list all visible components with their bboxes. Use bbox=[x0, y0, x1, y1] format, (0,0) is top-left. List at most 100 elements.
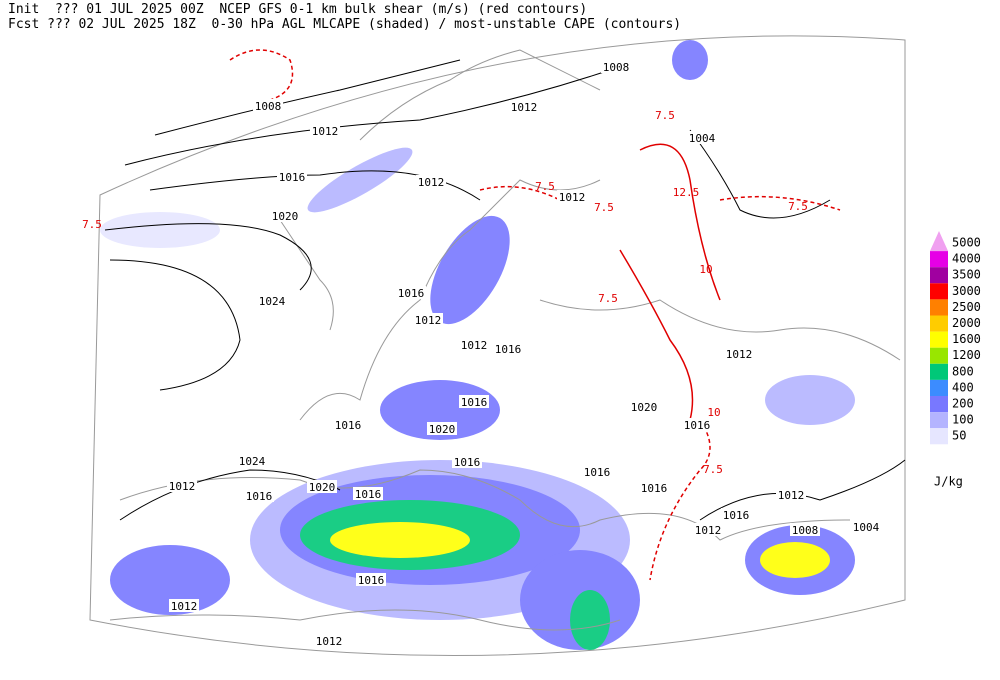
shear-label: 12.5 bbox=[673, 186, 700, 199]
isobar-label: 1024 bbox=[239, 455, 266, 468]
shear-label: 7.5 bbox=[703, 463, 723, 476]
isobar-label: 1020 bbox=[429, 423, 456, 436]
isobar-label: 1012 bbox=[461, 339, 488, 352]
isobar-label: 1016 bbox=[584, 466, 611, 479]
isobar-label: 1016 bbox=[461, 396, 488, 409]
legend-swatch bbox=[930, 331, 948, 348]
isobar-label-bg bbox=[307, 480, 337, 493]
isobar-label-bg bbox=[237, 454, 267, 467]
isobar-label: 1012 bbox=[726, 348, 753, 361]
legend-swatch bbox=[930, 396, 948, 413]
legend-swatch bbox=[930, 347, 948, 364]
isobar-label-bg bbox=[693, 523, 723, 536]
legend-swatch bbox=[930, 412, 948, 429]
isobar-label-bg bbox=[851, 520, 881, 533]
legend-label: 2000 bbox=[952, 316, 981, 330]
legend-swatch bbox=[930, 231, 948, 251]
legend-label: 3500 bbox=[952, 268, 981, 282]
isobar-label-bg bbox=[356, 573, 386, 586]
shear-contours bbox=[229, 49, 841, 581]
shear-label: 10 bbox=[707, 406, 720, 419]
isobar-label: 1012 bbox=[312, 125, 339, 138]
isobar-label: 1012 bbox=[559, 191, 586, 204]
isobar-label-bg bbox=[416, 175, 446, 188]
isobar-label: 1012 bbox=[778, 489, 805, 502]
isobar-label-bg bbox=[790, 523, 820, 536]
isobar-label-bg bbox=[270, 209, 300, 222]
isobar-label: 1012 bbox=[169, 480, 196, 493]
legend-label: 3000 bbox=[952, 284, 981, 298]
isobar-label: 1008 bbox=[792, 524, 819, 537]
isobar-label: 1004 bbox=[853, 521, 880, 534]
legend-label: 400 bbox=[952, 380, 974, 394]
isobar-label-bg bbox=[333, 418, 363, 431]
isobar-label-bg bbox=[721, 508, 751, 521]
shear-label: 7.5 bbox=[594, 201, 614, 214]
isobar-label-bg bbox=[459, 395, 489, 408]
isobar-label-bg bbox=[724, 347, 754, 360]
isobar-label-bg bbox=[452, 455, 482, 468]
isobar-label: 1020 bbox=[309, 481, 336, 494]
shear-label: 10 bbox=[699, 263, 712, 276]
isobar-label-bg bbox=[253, 99, 283, 112]
isobars bbox=[104, 59, 906, 521]
isobar-label-bg bbox=[314, 634, 344, 647]
legend-swatch bbox=[930, 379, 948, 396]
shear-label: 7.5 bbox=[535, 180, 555, 193]
legend-label: 1200 bbox=[952, 348, 981, 362]
legend-swatch bbox=[930, 299, 948, 316]
legend-label: 200 bbox=[952, 397, 974, 411]
isobar-label-bg bbox=[427, 422, 457, 435]
isobar-label: 1024 bbox=[259, 295, 286, 308]
isobar-label-bg bbox=[557, 190, 587, 203]
isobar-label: 1012 bbox=[511, 101, 538, 114]
isobar-label: 1008 bbox=[603, 61, 630, 74]
legend-label: 50 bbox=[952, 429, 966, 443]
legend-swatch bbox=[930, 315, 948, 332]
isobar-label: 1016 bbox=[358, 574, 385, 587]
isobar-label: 1020 bbox=[631, 401, 658, 414]
isobar-label: 1016 bbox=[355, 488, 382, 501]
isobar-label: 1016 bbox=[246, 490, 273, 503]
legend-label: 100 bbox=[952, 413, 974, 427]
isobar-label-bg bbox=[682, 418, 712, 431]
isobar-label: 1008 bbox=[255, 100, 282, 113]
isobar-label-bg bbox=[639, 481, 669, 494]
legend-label: 4000 bbox=[952, 252, 981, 266]
isobar-label-bg bbox=[257, 294, 287, 307]
isobar-label: 1012 bbox=[418, 176, 445, 189]
legend-label: 2500 bbox=[952, 300, 981, 314]
isobar-label: 1016 bbox=[495, 343, 522, 356]
isobar-label-bg bbox=[277, 170, 307, 183]
shear-label: 7.5 bbox=[788, 200, 808, 213]
isobar-label-bg bbox=[310, 124, 340, 137]
isobar-label-bg bbox=[413, 313, 443, 326]
legend-swatch bbox=[930, 428, 948, 445]
isobar-label-bg bbox=[167, 479, 197, 492]
isobar-label: 1016 bbox=[723, 509, 750, 522]
isobar-label-bg bbox=[244, 489, 274, 502]
isobar-label-bg bbox=[776, 488, 806, 501]
legend-swatch bbox=[930, 363, 948, 380]
isobar-label-bg bbox=[396, 286, 426, 299]
isobar-label-bg bbox=[629, 400, 659, 413]
isobar-label: 1016 bbox=[335, 419, 362, 432]
legend-unit: J/kg bbox=[934, 475, 963, 489]
isobar-label-bg bbox=[493, 342, 523, 355]
isobar-label-bg bbox=[459, 338, 489, 351]
legend-swatch bbox=[930, 267, 948, 284]
header-line: Fcst ??? 02 JUL 2025 18Z 0-30 hPa AGL ML… bbox=[8, 17, 681, 32]
shear-label: 7.5 bbox=[82, 218, 102, 231]
legend-label: 5000 bbox=[952, 236, 981, 250]
isobar-label: 1012 bbox=[415, 314, 442, 327]
cape-shading bbox=[100, 40, 855, 650]
isobar-label-bg bbox=[353, 487, 383, 500]
isobar-label: 1016 bbox=[641, 482, 668, 495]
legend-swatch bbox=[930, 283, 948, 300]
isobar-label: 1016 bbox=[454, 456, 481, 469]
isobar-label-bg bbox=[509, 100, 539, 113]
isobar-label: 1016 bbox=[398, 287, 425, 300]
isobar-label-bg bbox=[169, 599, 199, 612]
